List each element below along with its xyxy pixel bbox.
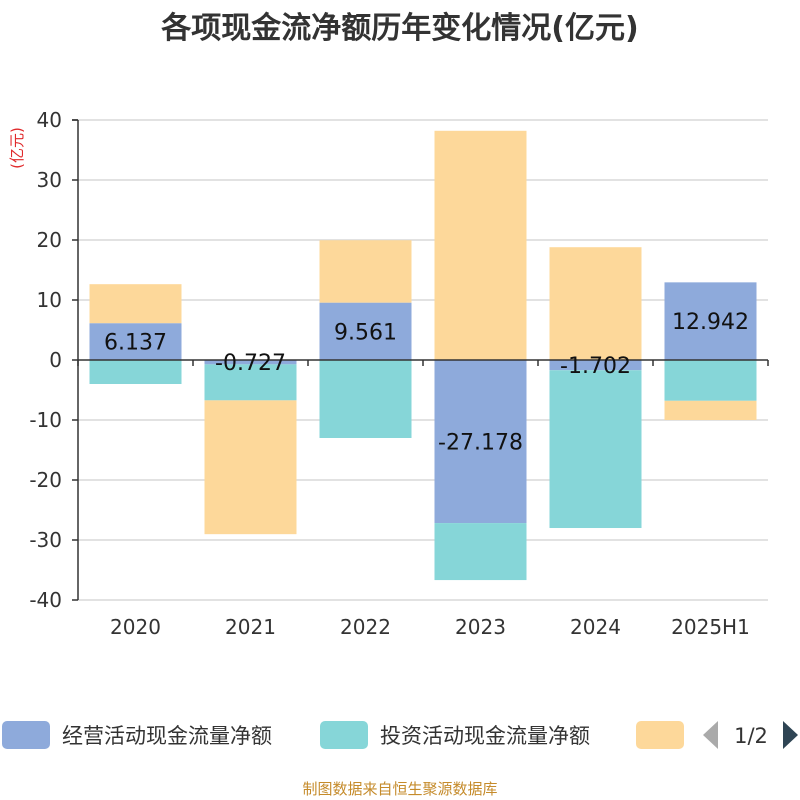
y-tick-label: 20 <box>37 228 62 252</box>
bar-series-2[interactable] <box>549 247 642 360</box>
bar-series-1[interactable] <box>664 360 757 401</box>
bars <box>89 130 757 581</box>
bar-series-0[interactable] <box>549 360 642 371</box>
bar-series-2[interactable] <box>664 400 757 420</box>
bar-series-0[interactable] <box>204 360 297 365</box>
x-tick-label: 2021 <box>225 615 276 639</box>
data-source: 制图数据来自恒生聚源数据库 <box>302 780 497 798</box>
chart-title: 各项现金流净额历年变化情况(亿元) <box>160 11 638 46</box>
legend-swatch-financing[interactable] <box>636 721 684 749</box>
y-tick-label: 0 <box>49 348 62 372</box>
y-tick-label: 30 <box>37 168 62 192</box>
axes <box>72 119 769 601</box>
bar-series-1[interactable] <box>204 364 297 401</box>
bar-series-2[interactable] <box>319 240 412 303</box>
bar-value-label: 9.561 <box>334 320 397 345</box>
legend-label-operating[interactable]: 经营活动现金流量净额 <box>62 724 272 748</box>
y-axis-unit: (亿元) <box>8 127 26 169</box>
bar-value-label: -1.702 <box>560 354 631 379</box>
bar-value-label: 12.942 <box>672 310 749 335</box>
legend-label-investing[interactable]: 投资活动现金流量净额 <box>380 724 590 748</box>
legend-prev-page-icon[interactable] <box>703 721 718 749</box>
x-tick-label: 2023 <box>455 615 506 639</box>
x-tick-label: 2025H1 <box>671 615 750 639</box>
bar-series-0[interactable] <box>89 323 182 360</box>
y-tick-label: -30 <box>29 528 62 552</box>
y-tick-label: 40 <box>37 108 62 132</box>
legend-page-indicator: 1/2 <box>734 724 768 748</box>
bar-series-1[interactable] <box>319 360 412 438</box>
bar-series-0[interactable] <box>319 302 412 360</box>
bar-labels: 6.137 -0.727 9.561 -27.178 -1.702 12.942 <box>104 310 749 455</box>
y-tick-labels: 40 30 20 10 0 -10 -20 -30 -40 <box>29 108 62 612</box>
bar-series-1[interactable] <box>434 523 527 581</box>
legend: 经营活动现金流量净额 投资活动现金流量净额 1/2 <box>2 721 798 749</box>
y-tick-label: -10 <box>29 408 62 432</box>
y-tick-label: -40 <box>29 588 62 612</box>
x-tick-label: 2020 <box>110 615 161 639</box>
x-tick-label: 2024 <box>570 615 621 639</box>
legend-swatch-investing[interactable] <box>320 721 368 749</box>
x-tick-labels: 2020 2021 2022 2023 2024 2025H1 <box>110 615 750 639</box>
x-tick-label: 2022 <box>340 615 391 639</box>
legend-next-page-icon[interactable] <box>783 721 798 749</box>
bar-series-0[interactable] <box>664 282 757 360</box>
grid-lines <box>78 119 768 601</box>
bar-series-2[interactable] <box>204 400 297 535</box>
bar-value-label: -27.178 <box>438 431 523 456</box>
bar-value-label: -0.727 <box>215 351 286 376</box>
bar-value-label: 6.137 <box>104 331 167 356</box>
bar-series-2[interactable] <box>89 284 182 324</box>
bar-series-0[interactable] <box>434 360 527 524</box>
y-tick-label: -20 <box>29 468 62 492</box>
bar-series-1[interactable] <box>549 370 642 529</box>
y-tick-label: 10 <box>37 288 62 312</box>
legend-swatch-operating[interactable] <box>2 721 50 749</box>
bar-series-1[interactable] <box>89 360 182 384</box>
bar-series-2[interactable] <box>434 130 527 360</box>
